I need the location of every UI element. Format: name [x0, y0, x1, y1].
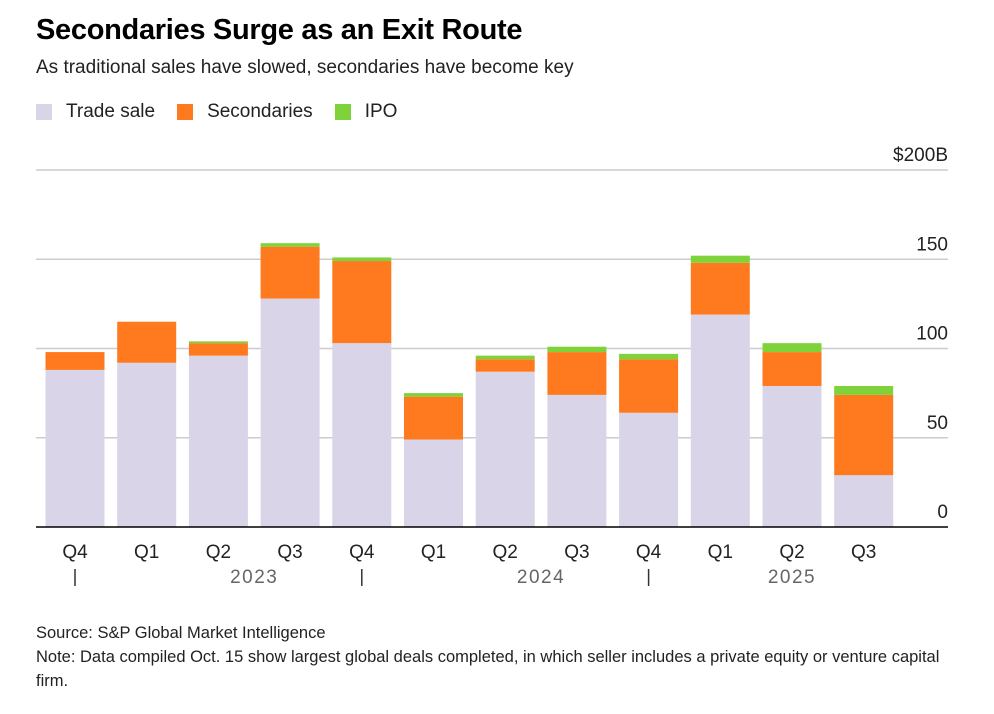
x-tick-label: Q4 — [62, 542, 88, 563]
legend-item-ipo: IPO — [334, 101, 398, 123]
bar-secondaries — [260, 246, 320, 299]
x-tick-label: Q4 — [636, 542, 662, 563]
bar-trade-sale — [547, 394, 607, 527]
bar-ipo — [547, 346, 607, 353]
bar-ipo — [834, 385, 894, 395]
x-tick-label: Q2 — [206, 542, 231, 563]
chart-title: Secondaries Surge as an Exit Route — [36, 14, 523, 46]
bar-trade-sale — [834, 475, 894, 527]
x-tick-label: Q2 — [493, 542, 518, 563]
bar-secondaries — [762, 352, 822, 386]
bar-secondaries — [404, 396, 463, 440]
x-tick-label: Q1 — [708, 542, 733, 563]
bar-secondaries — [188, 343, 248, 356]
bar-secondaries — [332, 261, 392, 344]
bar-chart: 0 50 100 150 $200B Q4 Q1 Q2 Q3 Q4 Q1 Q2 Q3 Q4 Q1 Q2 Q3 20… — [36, 145, 948, 588]
legend-item-secondaries: Secondaries — [177, 101, 313, 123]
bar-secondaries — [619, 359, 679, 413]
year-label: 2025 — [768, 567, 816, 588]
year-label: 2023 — [230, 567, 278, 588]
x-tick-label: Q3 — [564, 542, 589, 563]
legend-label-secondaries: Secondaries — [207, 101, 313, 122]
bar-ipo — [404, 393, 463, 397]
x-tick-label: Q1 — [134, 542, 159, 563]
bar-ipo — [762, 343, 822, 353]
bar-secondaries — [117, 321, 177, 363]
year-label: 2024 — [517, 567, 565, 588]
bar-trade-sale — [404, 439, 463, 527]
bar-trade-sale — [332, 343, 392, 527]
bar-secondaries — [547, 352, 607, 395]
legend-label-ipo: IPO — [364, 101, 398, 122]
bar-trade-sale — [619, 412, 679, 527]
bar-trade-sale — [762, 385, 822, 527]
legend-swatch-ipo — [334, 104, 351, 120]
bar-trade-sale — [475, 371, 535, 527]
x-tick-label: Q2 — [779, 542, 804, 563]
bar-trade-sale — [117, 362, 177, 527]
legend-swatch-secondaries — [177, 104, 194, 120]
chart-subtitle: As traditional sales have slowed, second… — [36, 57, 574, 78]
legend-item-trade-sale: Trade sale — [36, 101, 155, 123]
legend: Trade sale Secondaries IPO — [36, 101, 397, 123]
x-tick-label: Q3 — [277, 542, 302, 563]
bar-secondaries — [45, 352, 105, 370]
note-text: Note: Data compiled Oct. 15 show largest… — [36, 648, 940, 690]
bar-ipo — [475, 355, 535, 360]
bar-ipo — [332, 257, 392, 262]
bar-ipo — [690, 255, 750, 263]
bar-ipo — [619, 353, 679, 360]
legend-label-trade-sale: Trade sale — [66, 101, 156, 122]
x-tick-label: Q1 — [421, 542, 446, 563]
bar-secondaries — [834, 394, 894, 476]
source-text: Source: S&P Global Market Intelligence — [36, 624, 326, 642]
bar-trade-sale — [45, 369, 105, 527]
y-tick-label: 0 — [937, 502, 948, 523]
x-tick-label: Q4 — [349, 542, 375, 563]
y-tick-label: 50 — [927, 413, 948, 434]
bar-trade-sale — [260, 298, 320, 527]
bar-trade-sale — [690, 314, 750, 527]
bar-ipo — [188, 341, 248, 344]
legend-swatch-trade-sale — [36, 104, 52, 120]
x-tick-label: Q3 — [851, 542, 876, 563]
y-tick-label: 100 — [916, 324, 948, 345]
bar-ipo — [260, 243, 320, 247]
chart-footer: Source: S&P Global Market Intelligence N… — [36, 621, 956, 693]
bar-secondaries — [690, 262, 750, 315]
bar-trade-sale — [188, 355, 248, 527]
bar-secondaries — [475, 359, 535, 372]
y-tick-label: 150 — [916, 234, 948, 255]
y-tick-label: $200B — [893, 145, 948, 166]
